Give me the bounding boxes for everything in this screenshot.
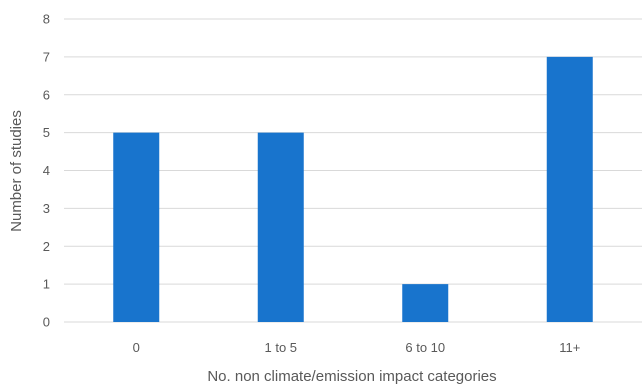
y-tick-label: 4 [43, 163, 50, 178]
bar-1-to-5 [258, 133, 304, 322]
y-tick-label: 0 [43, 315, 50, 330]
y-tick-label: 7 [43, 49, 50, 64]
y-tick-label: 5 [43, 125, 50, 140]
x-tick-label: 0 [133, 340, 140, 355]
x-tick-labels: 0 1 to 5 6 to 10 11+ [133, 340, 581, 355]
y-tick-labels: 0 1 2 3 4 5 6 7 8 [43, 12, 50, 330]
bar-11plus [547, 57, 593, 322]
y-tick-label: 1 [43, 277, 50, 292]
y-tick-label: 8 [43, 12, 50, 27]
x-tick-label: 6 to 10 [405, 340, 445, 355]
x-tick-label: 1 to 5 [264, 340, 297, 355]
x-axis-title: No. non climate/emission impact categori… [207, 368, 496, 385]
bar-0 [113, 133, 159, 322]
x-tick-label: 11+ [559, 340, 580, 355]
y-axis-title: Number of studies [8, 110, 25, 232]
y-tick-label: 3 [43, 201, 50, 216]
bars [113, 57, 593, 322]
y-tick-label: 6 [43, 87, 50, 102]
bar-6-to-10 [402, 284, 448, 322]
y-tick-label: 2 [43, 239, 50, 254]
